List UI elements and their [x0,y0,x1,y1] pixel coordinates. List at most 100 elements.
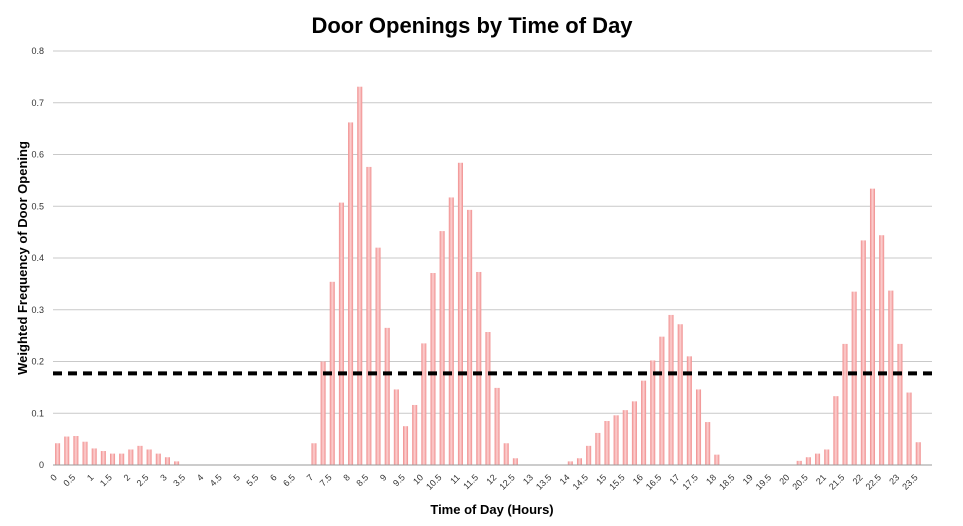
bar [100,451,106,465]
x-tick-label: 7 [305,472,316,483]
bar [357,86,363,466]
x-tick-label: 3 [158,472,169,483]
bar [705,422,711,465]
bar [494,387,500,465]
bar [860,240,866,465]
bar [403,426,409,465]
bar [567,461,573,465]
x-tick-label: 11.5 [461,472,480,491]
y-axis-label: Weighted Frequency of Door Opening [15,141,30,375]
y-tick-label: 0.7 [31,98,44,108]
bar [320,361,326,465]
bar [448,197,454,465]
x-tick-label: 18.5 [717,472,736,491]
x-tick-label: 22.5 [864,472,883,491]
bar [833,396,839,465]
y-tick-label: 0.4 [31,253,44,263]
x-tick-label: 6 [268,472,279,483]
chart-title: Door Openings by Time of Day [311,13,633,38]
bar [55,443,61,465]
bar [430,273,436,465]
bar [128,449,134,465]
y-tick-label: 0.2 [31,357,44,367]
y-tick-label: 0.1 [31,408,44,418]
bar [686,356,692,465]
x-tick-label: 20.5 [790,472,809,491]
x-tick-label: 2 [122,472,133,483]
bar [897,343,903,465]
bar [631,401,637,465]
x-tick-label: 9.5 [391,472,407,488]
bar [439,231,445,465]
bar [613,415,619,465]
bar [915,442,921,465]
bar [82,441,88,465]
bar [659,336,665,465]
y-axis-ticks: 0 0.1 0.2 0.3 0.4 0.5 0.6 0.7 0.8 [31,46,44,470]
bar [137,445,143,465]
x-axis-label: Time of Day (Hours) [430,502,553,517]
bar [119,453,125,465]
y-tick-label: 0 [39,460,44,470]
bar [641,380,647,465]
bar [457,162,463,465]
bar [503,443,509,465]
x-tick-label: 9 [378,472,389,483]
x-tick-label: 5.5 [245,472,261,488]
bar [805,457,811,465]
bar [879,235,885,465]
x-tick-label: 16.5 [644,472,663,491]
bar [155,453,161,465]
bar [73,436,79,465]
x-tick-label: 1.5 [98,472,114,488]
bar [485,332,491,465]
bar [576,458,583,465]
gridlines [53,50,932,414]
bar [714,454,720,465]
bar [110,453,116,465]
x-tick-label: 0 [48,472,59,483]
bar [696,389,702,465]
bar [412,404,418,465]
bar [604,421,610,465]
y-tick-label: 0.6 [31,150,44,160]
bar [851,291,857,465]
bar [677,324,683,465]
bar [91,448,97,465]
x-tick-label: 0.5 [61,472,77,488]
bar [311,443,317,465]
x-tick-label: 17.5 [680,472,699,491]
x-tick-label: 7.5 [318,472,334,488]
x-tick-label: 14.5 [571,472,590,491]
bar [586,445,592,465]
y-tick-label: 0.3 [31,305,44,315]
bar [824,449,830,465]
x-tick-label: 5 [231,472,242,483]
bar [348,122,354,466]
x-tick-label: 4 [195,472,206,483]
bar [815,453,821,465]
bar [338,202,344,465]
bars [55,86,921,466]
x-tick-label: 11 [448,472,462,486]
x-axis-ticks: 0 0.5 1 1.5 2 2.5 3 3.5 4 4.5 5 5.5 6 6.5 7 7.5 8 8.5 9 9.5… [48,472,919,491]
bar [393,389,399,465]
x-tick-label: 6.5 [281,472,297,488]
x-tick-label: 8.5 [354,472,370,488]
x-tick-label: 10.5 [424,472,443,491]
x-tick-label: 21.5 [827,472,846,491]
bar [174,461,180,465]
x-tick-label: 4.5 [208,472,224,488]
bar [329,281,335,465]
x-tick-label: 8 [341,472,352,483]
bar [164,457,170,465]
bar [906,392,912,465]
x-tick-label: 15.5 [607,472,626,491]
bar [668,314,674,465]
bar [421,343,427,465]
y-tick-label: 0.5 [31,201,44,211]
bar [467,209,473,465]
bar [595,432,601,465]
y-tick-label: 0.8 [31,46,44,56]
